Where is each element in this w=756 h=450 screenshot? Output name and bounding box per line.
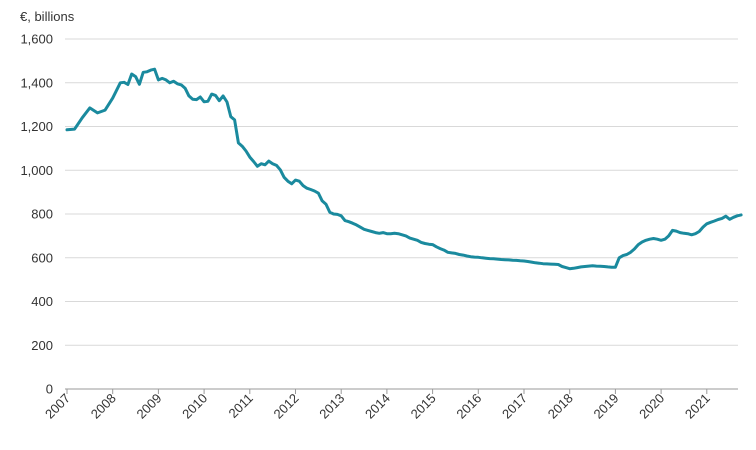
x-tick-label: 2015	[408, 391, 439, 422]
gridlines	[65, 38, 738, 390]
x-tick-label: 2011	[226, 391, 256, 421]
y-tick-label: 1,000	[20, 163, 53, 178]
x-tick-label: 2019	[590, 391, 621, 422]
y-axis-ticks: 0 200 400 600 800 1,000 1,200 1,400 1,600	[20, 32, 53, 397]
x-tick-label: 2009	[133, 391, 164, 422]
y-tick-label: 0	[46, 382, 53, 397]
x-tick-label: 2008	[88, 391, 119, 422]
x-axis-ticks: 2007 2008 2009 2010 2011 2012 2013 2014 2015 2016…	[42, 389, 713, 422]
y-tick-label: 1,600	[20, 32, 53, 47]
y-tick-label: 1,200	[20, 119, 53, 134]
x-tick-label: 2021	[682, 391, 713, 422]
y-tick-label: 200	[31, 338, 53, 353]
series-line	[65, 67, 743, 271]
x-tick-label: 2013	[316, 391, 347, 422]
x-tick-label: 2018	[545, 391, 576, 422]
y-tick-label: 400	[31, 294, 53, 309]
x-tick-label: 2017	[499, 391, 530, 422]
y-tick-label: 800	[31, 207, 53, 222]
y-tick-label: 600	[31, 250, 53, 265]
y-unit-label: €, billions	[20, 9, 75, 24]
y-tick-label: 1,400	[20, 75, 53, 90]
x-tick-label: 2020	[636, 391, 667, 422]
x-tick-label: 2016	[453, 391, 484, 422]
x-tick-label: 2012	[271, 391, 302, 422]
x-tick-label: 2010	[179, 391, 210, 422]
x-tick-label: 2014	[362, 391, 393, 422]
series-group	[65, 67, 743, 271]
